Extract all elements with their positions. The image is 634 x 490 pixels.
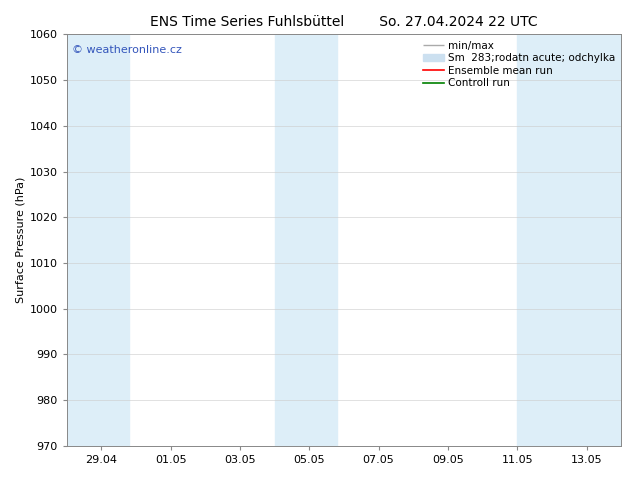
Y-axis label: Surface Pressure (hPa): Surface Pressure (hPa) xyxy=(15,177,25,303)
Text: © weatheronline.cz: © weatheronline.cz xyxy=(72,45,182,54)
Bar xyxy=(67,34,129,446)
Bar xyxy=(517,34,621,446)
Bar xyxy=(275,34,337,446)
Legend: min/max, Sm  283;rodatn acute; odchylka, Ensemble mean run, Controll run: min/max, Sm 283;rodatn acute; odchylka, … xyxy=(420,37,618,92)
Title: ENS Time Series Fuhlsbüttel        So. 27.04.2024 22 UTC: ENS Time Series Fuhlsbüttel So. 27.04.20… xyxy=(150,15,538,29)
